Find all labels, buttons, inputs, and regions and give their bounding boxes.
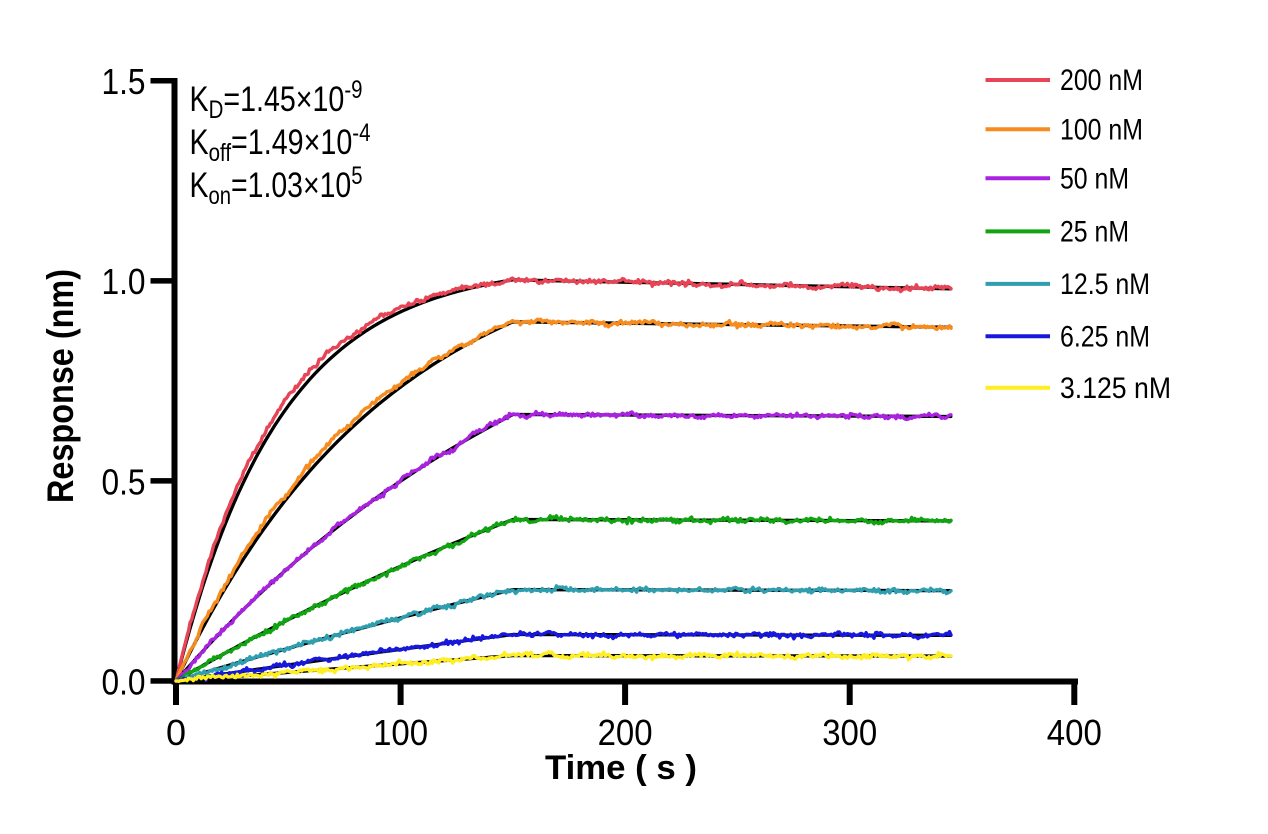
svg-text:300: 300 [822, 712, 877, 753]
svg-text:Time ( s ): Time ( s ) [545, 749, 697, 787]
svg-text:200: 200 [598, 712, 653, 753]
svg-text:Response (nm): Response (nm) [40, 269, 81, 503]
svg-text:50 nM: 50 nM [1060, 162, 1129, 195]
svg-text:100 nM: 100 nM [1060, 114, 1143, 147]
svg-text:Koff=1.49×10-4: Koff=1.49×10-4 [190, 119, 371, 167]
svg-text:Kon=1.03×105: Kon=1.03×105 [190, 162, 363, 210]
svg-text:0.0: 0.0 [102, 661, 146, 702]
svg-text:25 nM: 25 nM [1060, 216, 1129, 249]
svg-text:0: 0 [166, 712, 186, 753]
svg-text:0.5: 0.5 [102, 461, 146, 502]
svg-text:400: 400 [1047, 712, 1102, 753]
svg-text:6.25 nM: 6.25 nM [1060, 321, 1150, 354]
svg-text:12.5 nM: 12.5 nM [1060, 268, 1150, 301]
svg-text:1.5: 1.5 [102, 61, 146, 102]
svg-text:1.0: 1.0 [102, 261, 146, 302]
svg-text:3.125 nM: 3.125 nM [1060, 372, 1171, 405]
svg-text:100: 100 [373, 712, 428, 753]
svg-text:KD=1.45×10-9: KD=1.45×10-9 [190, 76, 363, 124]
svg-text:200 nM: 200 nM [1060, 64, 1143, 97]
